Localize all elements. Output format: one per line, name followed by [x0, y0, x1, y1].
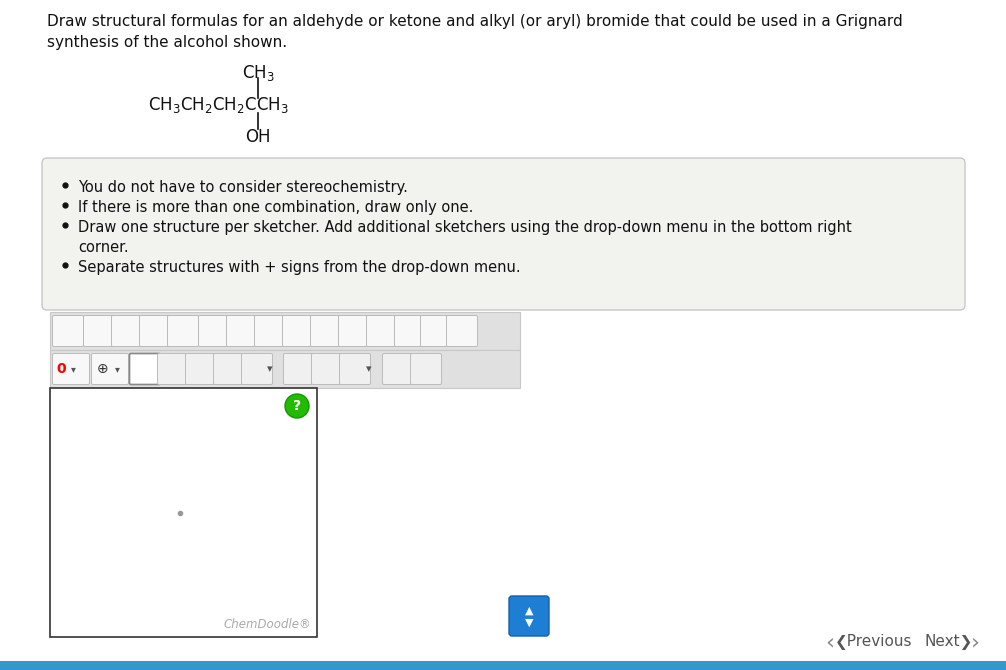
FancyBboxPatch shape — [140, 316, 170, 346]
FancyBboxPatch shape — [198, 316, 229, 346]
FancyBboxPatch shape — [42, 158, 965, 310]
Text: ▾: ▾ — [268, 364, 273, 374]
FancyBboxPatch shape — [213, 354, 244, 385]
Text: ▾: ▾ — [366, 364, 372, 374]
FancyBboxPatch shape — [509, 596, 549, 636]
Text: ▾: ▾ — [115, 364, 120, 374]
Text: 0: 0 — [56, 362, 65, 376]
Text: ⊕: ⊕ — [98, 362, 109, 376]
FancyBboxPatch shape — [83, 316, 115, 346]
FancyBboxPatch shape — [447, 316, 478, 346]
Text: Next❯: Next❯ — [925, 634, 974, 650]
FancyBboxPatch shape — [50, 350, 520, 388]
FancyBboxPatch shape — [185, 354, 216, 385]
Text: ?: ? — [293, 399, 301, 413]
FancyBboxPatch shape — [283, 316, 314, 346]
FancyBboxPatch shape — [255, 316, 286, 346]
FancyBboxPatch shape — [311, 316, 341, 346]
FancyBboxPatch shape — [410, 354, 442, 385]
FancyBboxPatch shape — [158, 354, 188, 385]
FancyBboxPatch shape — [168, 316, 198, 346]
Text: You do not have to consider stereochemistry.: You do not have to consider stereochemis… — [78, 180, 407, 195]
Circle shape — [285, 394, 309, 418]
FancyBboxPatch shape — [112, 316, 143, 346]
Text: If there is more than one combination, draw only one.: If there is more than one combination, d… — [78, 200, 474, 215]
Text: CH$_3$CH$_2$CH$_2$CCH$_3$: CH$_3$CH$_2$CH$_2$CCH$_3$ — [148, 95, 289, 115]
Text: ▼: ▼ — [525, 618, 533, 628]
Text: ChemDoodle®: ChemDoodle® — [223, 618, 311, 631]
Text: ‹: ‹ — [826, 632, 835, 652]
FancyBboxPatch shape — [339, 354, 370, 385]
FancyBboxPatch shape — [421, 316, 452, 346]
Text: ❮Previous: ❮Previous — [835, 634, 912, 650]
Text: CH$_3$: CH$_3$ — [241, 63, 275, 83]
FancyBboxPatch shape — [0, 661, 1006, 670]
FancyBboxPatch shape — [382, 354, 413, 385]
Text: ›: › — [971, 632, 980, 652]
Text: Draw one structure per sketcher. Add additional sketchers using the drop-down me: Draw one structure per sketcher. Add add… — [78, 220, 852, 235]
FancyBboxPatch shape — [366, 316, 397, 346]
FancyBboxPatch shape — [50, 312, 520, 350]
FancyBboxPatch shape — [52, 354, 90, 385]
Text: Draw structural formulas for an aldehyde or ketone and alkyl (or aryl) bromide t: Draw structural formulas for an aldehyde… — [47, 14, 902, 29]
FancyBboxPatch shape — [226, 316, 258, 346]
FancyBboxPatch shape — [312, 354, 342, 385]
FancyBboxPatch shape — [241, 354, 273, 385]
FancyBboxPatch shape — [130, 354, 161, 385]
Text: OH: OH — [245, 128, 271, 146]
Text: ▲: ▲ — [525, 606, 533, 616]
FancyBboxPatch shape — [338, 316, 369, 346]
FancyBboxPatch shape — [394, 316, 426, 346]
FancyBboxPatch shape — [52, 316, 83, 346]
FancyBboxPatch shape — [50, 388, 317, 637]
Text: synthesis of the alcohol shown.: synthesis of the alcohol shown. — [47, 35, 287, 50]
Text: ▾: ▾ — [70, 364, 75, 374]
Text: Separate structures with + signs from the drop-down menu.: Separate structures with + signs from th… — [78, 260, 521, 275]
FancyBboxPatch shape — [92, 354, 129, 385]
FancyBboxPatch shape — [284, 354, 315, 385]
Text: corner.: corner. — [78, 240, 129, 255]
